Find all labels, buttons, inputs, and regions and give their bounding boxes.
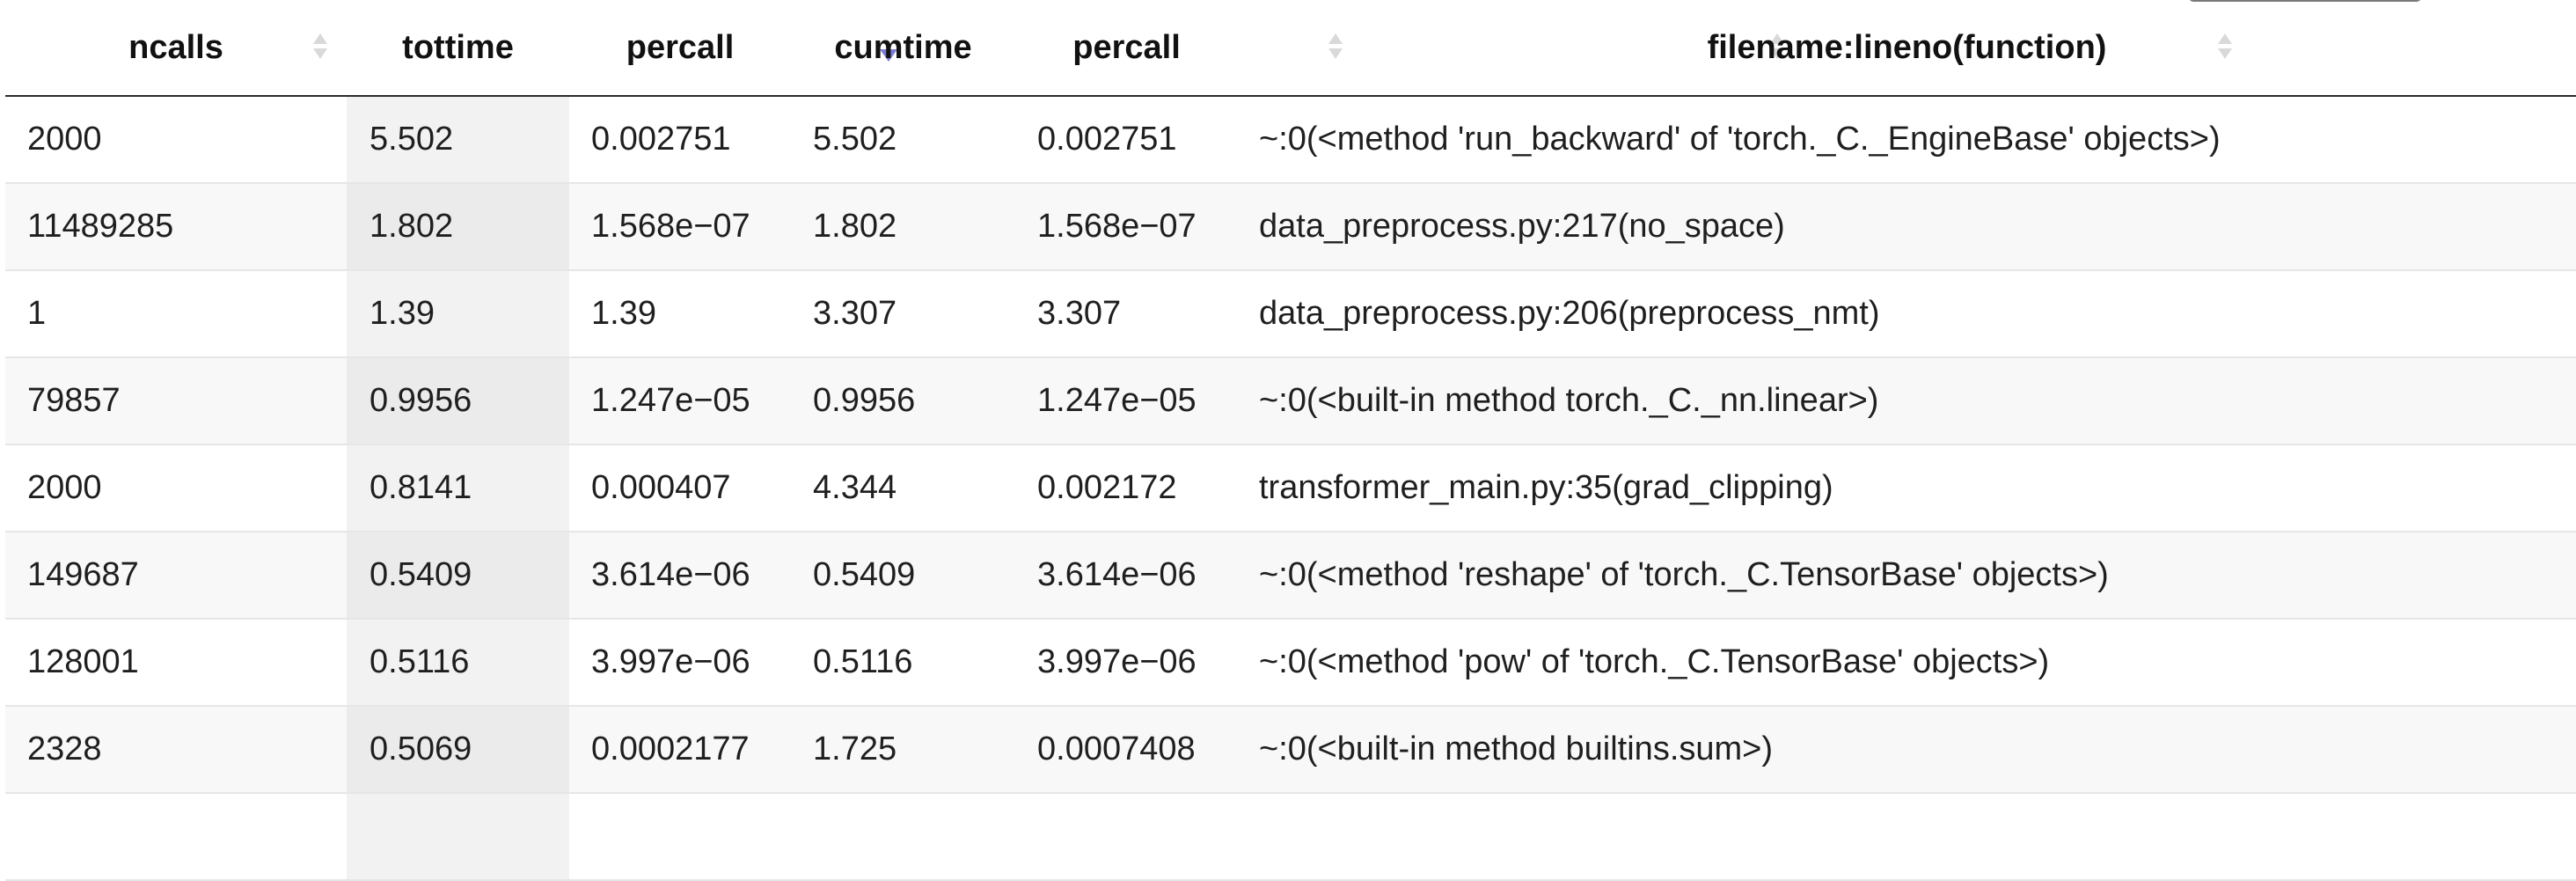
cell-cumtime: 1.802: [791, 183, 1015, 271]
cell-function: ~:0(<method 'reshape' of 'torch._C.Tenso…: [1238, 532, 2576, 620]
cell-percall: 0.002751: [569, 96, 791, 184]
table-row[interactable]: 2328 0.5069 0.0002177 1.725 0.0007408 ~:…: [5, 706, 2576, 794]
cell-ncalls: 11489285: [5, 183, 347, 271]
column-header-label: percall: [626, 28, 735, 66]
cell-tottime: 1.802: [347, 183, 569, 271]
cell-tottime: 0.5069: [347, 706, 569, 794]
cell-cumtime: 1.725: [791, 706, 1015, 794]
cell-tottime: 1.39: [347, 270, 569, 358]
cell-tottime: [347, 793, 569, 881]
cell-percall-cumulative: 3.614e−06: [1015, 532, 1238, 620]
cell-function: [1238, 793, 2576, 881]
table-row[interactable]: 128001 0.5116 3.997e−06 0.5116 3.997e−06…: [5, 619, 2576, 707]
cell-cumtime: 5.502: [791, 96, 1015, 184]
cell-percall: 3.614e−06: [569, 532, 791, 620]
table-row[interactable]: 149687 0.5409 3.614e−06 0.5409 3.614e−06…: [5, 532, 2576, 620]
cell-percall: 0.0002177: [569, 706, 791, 794]
cell-cumtime: 0.5409: [791, 532, 1015, 620]
cell-tottime: 0.9956: [347, 357, 569, 445]
column-header-function[interactable]: filename:lineno(function): [1238, 0, 2576, 97]
cell-cumtime: 0.5116: [791, 619, 1015, 707]
column-header-label: cumtime: [834, 28, 972, 66]
cell-function: ~:0(<method 'pow' of 'torch._C.TensorBas…: [1238, 619, 2576, 707]
cell-cumtime: 4.344: [791, 444, 1015, 532]
cell-ncalls: 2000: [5, 444, 347, 532]
cell-percall-cumulative: 3.307: [1015, 270, 1238, 358]
column-header-label: ncalls: [128, 28, 223, 66]
column-header-label: filename:lineno(function): [1707, 28, 2107, 66]
cell-percall-cumulative: 1.568e−07: [1015, 183, 1238, 271]
column-header-label: percall: [1072, 28, 1181, 66]
column-header-label: tottime: [402, 28, 514, 66]
cell-function: ~:0(<built‑in method builtins.sum>): [1238, 706, 2576, 794]
table-row[interactable]: 2000 0.8141 0.000407 4.344 0.002172 tran…: [5, 444, 2576, 532]
cell-function: ~:0(<built‑in method torch._C._nn.linear…: [1238, 357, 2576, 445]
cell-tottime: 0.5116: [347, 619, 569, 707]
cell-ncalls: 2328: [5, 706, 347, 794]
profile-stats-table: ncalls tottime percall cumtime percall f…: [5, 0, 2576, 881]
cell-percall-cumulative: 0.002172: [1015, 444, 1238, 532]
table-row[interactable]: 11489285 1.802 1.568e−07 1.802 1.568e−07…: [5, 183, 2576, 271]
cell-ncalls: 149687: [5, 532, 347, 620]
sort-icon[interactable]: [313, 33, 327, 63]
cell-percall: 1.39: [569, 270, 791, 358]
cell-cumtime: [791, 793, 1015, 881]
cell-percall: 3.997e−06: [569, 619, 791, 707]
column-header-percall[interactable]: percall: [569, 0, 1343, 97]
cell-percall-cumulative: 0.0007408: [1015, 706, 1238, 794]
cell-percall: 1.247e−05: [569, 357, 791, 445]
cell-function: data_preprocess.py:217(no_space): [1238, 183, 2576, 271]
cell-cumtime: 0.9956: [791, 357, 1015, 445]
cell-ncalls: 1: [5, 270, 347, 358]
table-row[interactable]: 2000 5.502 0.002751 5.502 0.002751 ~:0(<…: [5, 96, 2576, 184]
table-row[interactable]: 79857 0.9956 1.247e−05 0.9956 1.247e−05 …: [5, 357, 2576, 445]
cell-percall: 1.568e−07: [569, 183, 791, 271]
cell-ncalls: [5, 793, 347, 881]
cell-function: transformer_main.py:35(grad_clipping): [1238, 444, 2576, 532]
cell-tottime: 5.502: [347, 96, 569, 184]
cell-percall-cumulative: 0.002751: [1015, 96, 1238, 184]
cell-percall-cumulative: [1015, 793, 1238, 881]
cell-tottime: 0.5409: [347, 532, 569, 620]
column-header-ncalls[interactable]: ncalls: [5, 0, 347, 97]
table-header-row: ncalls tottime percall cumtime percall f…: [5, 0, 2576, 97]
cell-function: ~:0(<method 'run_backward' of 'torch._C.…: [1238, 96, 2576, 184]
column-header-cumtime[interactable]: cumtime: [791, 0, 1784, 97]
cell-tottime: 0.8141: [347, 444, 569, 532]
cell-percall: [569, 793, 791, 881]
cell-cumtime: 3.307: [791, 270, 1015, 358]
table-row[interactable]: [5, 793, 2576, 881]
cell-ncalls: 79857: [5, 357, 347, 445]
cell-ncalls: 128001: [5, 619, 347, 707]
column-header-percall-cumulative[interactable]: percall: [1015, 0, 2232, 97]
column-header-tottime[interactable]: tottime: [347, 0, 897, 97]
cell-percall: 0.000407: [569, 444, 791, 532]
cell-percall-cumulative: 3.997e−06: [1015, 619, 1238, 707]
cell-function: data_preprocess.py:206(preprocess_nmt): [1238, 270, 2576, 358]
cell-ncalls: 2000: [5, 96, 347, 184]
table-row[interactable]: 1 1.39 1.39 3.307 3.307 data_preprocess.…: [5, 270, 2576, 358]
cell-percall-cumulative: 1.247e−05: [1015, 357, 1238, 445]
